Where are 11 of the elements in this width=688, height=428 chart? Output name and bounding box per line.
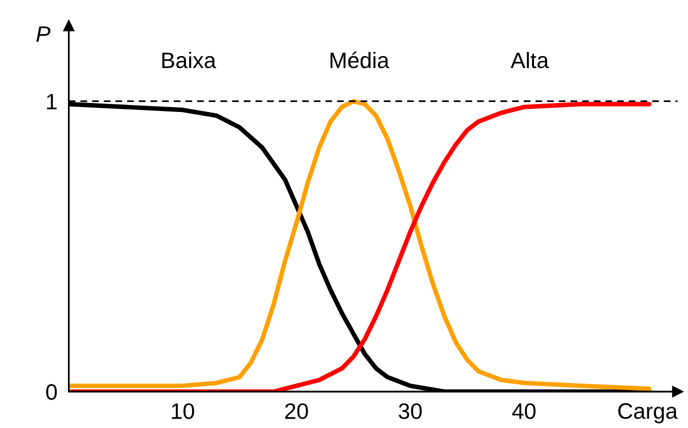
y-tick-label: 1 [47,94,57,110]
x-tick-label: 10 [172,403,194,420]
x-tick-label: 30 [398,403,422,420]
y-tick-label: 0 [46,384,57,400]
x-axis-title: Carga [618,403,678,424]
x-tick-label: 20 [285,403,308,420]
series-label: Alta [510,52,549,68]
x-tick-label: 40 [512,403,536,420]
series-label: Média [330,52,390,68]
series-label: Baixa [162,52,216,68]
y-axis-title: P [36,26,50,42]
